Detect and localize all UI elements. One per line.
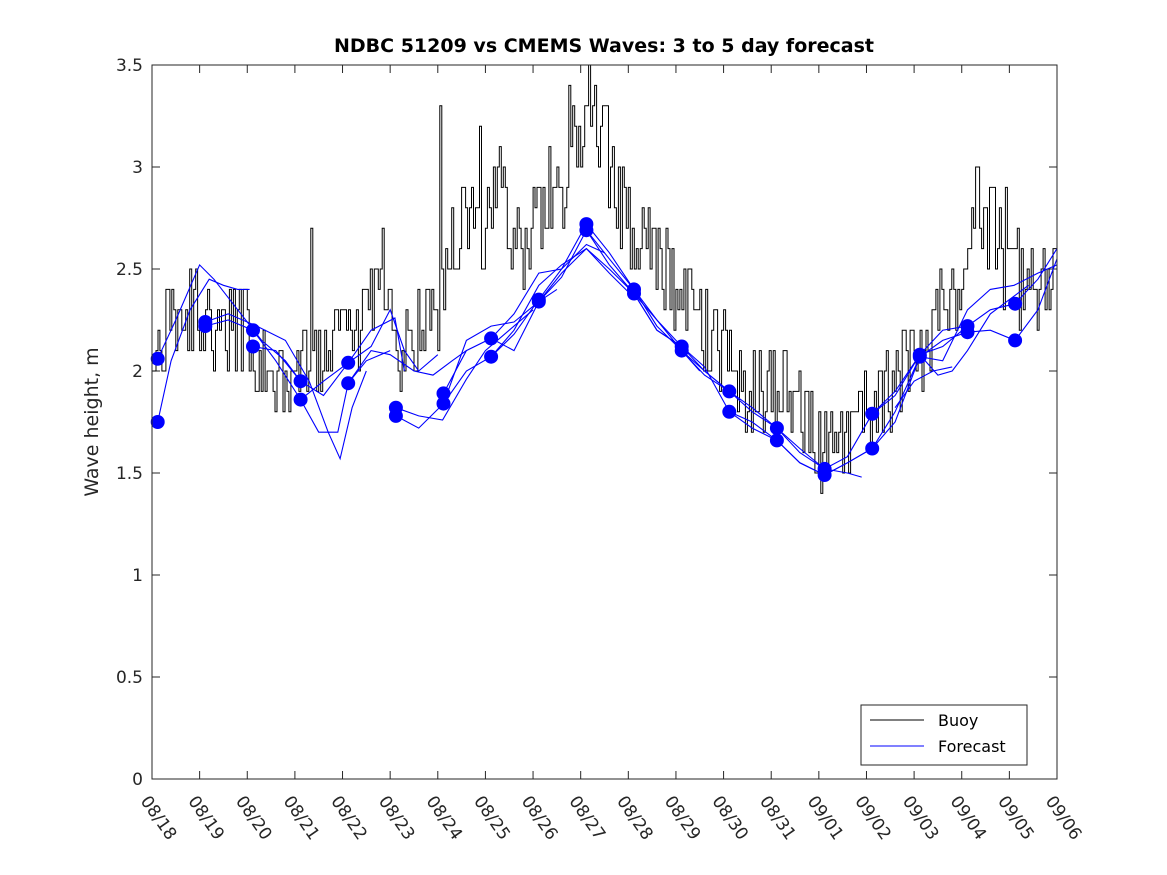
plot-area — [152, 65, 1057, 779]
forecast-line — [395, 309, 534, 421]
forecast-line — [443, 243, 605, 394]
forecast-line — [894, 366, 953, 409]
plot-frame — [151, 64, 1058, 780]
forecast-line — [205, 319, 391, 433]
forecast-marker — [198, 319, 213, 334]
forecast-line — [300, 308, 439, 401]
forecast-marker — [436, 396, 451, 411]
forecast-line — [919, 264, 1058, 362]
legend-box — [860, 704, 1028, 766]
forecast-line — [252, 317, 405, 397]
y-tick-label: 1 — [132, 566, 143, 586]
forecast-marker — [722, 384, 737, 399]
forecast-marker — [722, 404, 737, 419]
forecast-marker — [484, 331, 499, 346]
forecast-marker — [246, 323, 260, 338]
forecast-marker — [1008, 333, 1023, 348]
buoy-line — [152, 64, 1058, 494]
y-tick-label: 1.5 — [116, 464, 143, 484]
forecast-line — [205, 313, 367, 461]
forecast-markers — [150, 217, 1023, 482]
chart-title: NDBC 51209 vs CMEMS Waves: 3 to 5 day fo… — [334, 35, 874, 57]
forecast-marker — [150, 351, 165, 366]
y-tick-label: 0 — [132, 770, 143, 790]
y-tick-label: 2.5 — [116, 260, 143, 280]
forecast-marker — [531, 294, 546, 309]
legend-forecast-label: Forecast — [938, 737, 1006, 756]
forecast-marker — [817, 468, 832, 482]
legend-buoy-label: Buoy — [938, 711, 978, 730]
forecast-marker — [579, 223, 594, 238]
forecast-line — [157, 278, 250, 423]
y-tick-label: 3.5 — [116, 56, 143, 76]
forecast-line — [347, 349, 467, 384]
forecast-marker — [150, 415, 165, 429]
forecast-marker — [865, 406, 880, 421]
buoy-series — [152, 64, 1058, 494]
forecast-marker — [1008, 296, 1023, 311]
legend: Buoy Forecast — [860, 704, 1028, 766]
y-axis-title: Wave height, m — [81, 347, 103, 496]
forecast-marker — [246, 339, 260, 354]
y-axis-ticks: 0 0.5 1 1.5 2 2.5 3 3.5 — [116, 56, 1057, 790]
forecast-marker — [388, 408, 403, 423]
forecast-marker — [627, 286, 641, 301]
y-tick-label: 3 — [132, 158, 143, 178]
forecast-marker — [769, 421, 784, 436]
forecast-marker — [769, 433, 784, 448]
forecast-line — [824, 258, 1058, 476]
forecast-marker — [484, 349, 499, 364]
forecast-marker — [341, 355, 356, 370]
forecast-marker — [293, 392, 308, 407]
forecast-marker — [960, 325, 975, 340]
y-tick-label: 2 — [132, 362, 143, 382]
forecast-marker — [293, 374, 308, 389]
y-tick-label: 0.5 — [116, 668, 143, 688]
forecast-marker — [865, 441, 880, 456]
forecast-line — [919, 284, 1029, 376]
forecast-line — [443, 247, 635, 404]
forecast-marker — [912, 349, 927, 364]
forecast-marker — [674, 343, 689, 358]
forecast-marker — [341, 376, 356, 391]
